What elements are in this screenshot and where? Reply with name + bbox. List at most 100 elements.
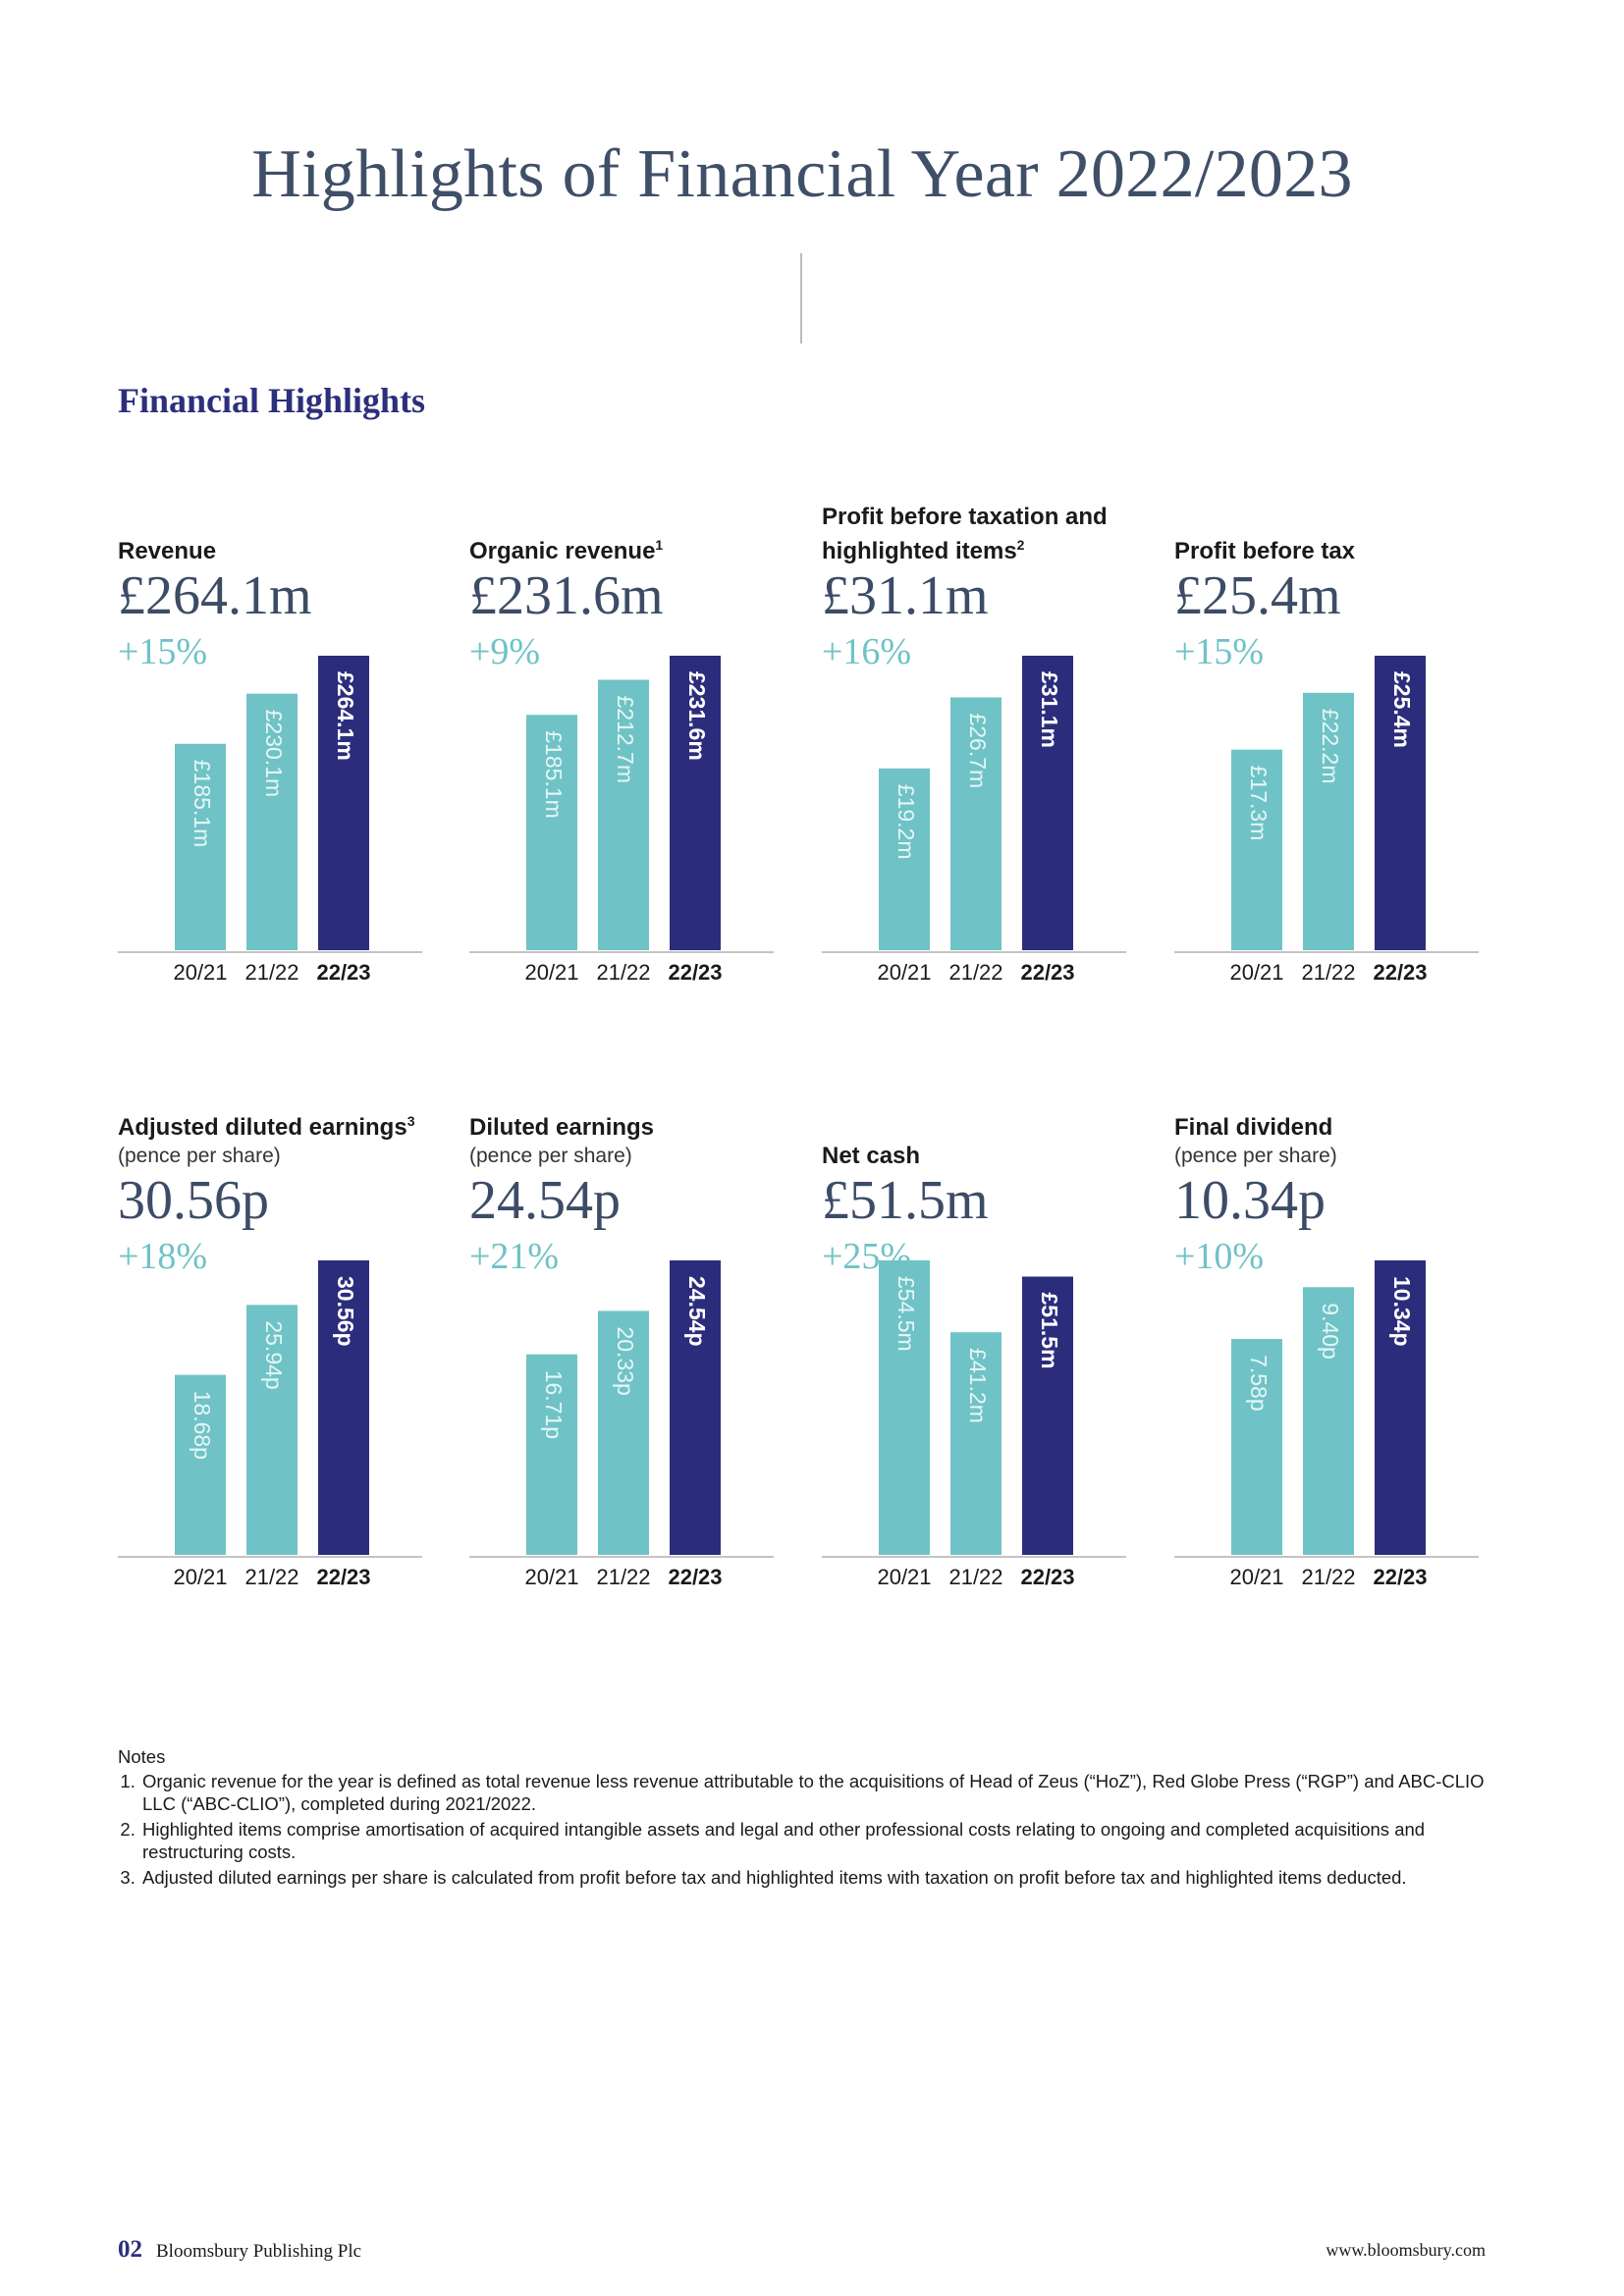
kpi-title: Profit before taxation and highlighted i… (822, 504, 1108, 564)
kpi-subtitle: (pence per share) (1174, 1145, 1337, 1167)
x-tick-label: 20/21 (524, 960, 578, 985)
bar-value-label: 25.94p (261, 1320, 287, 1389)
bar-value-label: £17.3m (1246, 766, 1272, 841)
x-tick-label: 20/21 (173, 960, 227, 985)
bar-chart: £185.1m 20/21 £230.1m 21/22 £264.1m 22/23 (118, 656, 422, 985)
kpi-subtitle: (pence per share) (469, 1145, 632, 1167)
kpi-title: Diluted earnings (469, 1114, 655, 1141)
bar-value-label: £51.5m (1037, 1293, 1062, 1369)
bar-20-21 (879, 768, 930, 950)
kpi-growth: +15% (118, 631, 208, 672)
footer-left: 02 Bloomsbury Publishing Plc (118, 2236, 361, 2264)
bar-21-22 (598, 679, 649, 950)
kpi-title: Adjusted diluted earnings (118, 1114, 407, 1141)
kpi-panel: Final dividend (pence per share) 10.34p +10… (1174, 1007, 1508, 1596)
kpi-panel: Net cash £51.5m +25% £54.5m 20/21 £41.2m 21/22… (822, 1007, 1156, 1596)
note-item: Highlighted items comprise amortisation … (140, 1818, 1492, 1863)
bar-20-21 (879, 1260, 930, 1555)
x-tick-label: 20/21 (524, 1565, 578, 1589)
kpi-headline-value: £31.1m (822, 565, 989, 626)
bar-value-label: £19.2m (893, 784, 919, 860)
x-tick-label: 21/22 (948, 960, 1002, 985)
kpi-growth: +16% (822, 631, 912, 672)
kpi-label: Adjusted diluted earnings3 (pence per sha… (118, 1107, 415, 1170)
bar-20-21 (1231, 749, 1282, 950)
bar-value-label: 24.54p (684, 1276, 710, 1347)
x-tick-label: 20/21 (173, 1565, 227, 1589)
x-tick-label: 21/22 (596, 1565, 650, 1589)
kpi-title: Profit before tax (1174, 538, 1356, 564)
x-tick-label: 22/23 (668, 1565, 722, 1589)
bar-value-label: 7.58p (1246, 1355, 1272, 1412)
kpi-growth: +18% (118, 1236, 208, 1277)
bar-chart: £17.3m 20/21 £22.2m 21/22 £25.4m 22/23 (1174, 656, 1479, 985)
bar-value-label: 9.40p (1318, 1303, 1343, 1360)
bar-21-22 (1303, 1287, 1354, 1555)
bar-value-label: £230.1m (261, 710, 287, 798)
x-tick-label: 21/22 (1301, 1565, 1355, 1589)
bar-20-21 (526, 715, 577, 950)
kpi-title: Final dividend (1174, 1114, 1333, 1141)
x-tick-label: 21/22 (1301, 960, 1355, 985)
x-tick-label: 22/23 (1020, 960, 1074, 985)
bar-chart: 18.68p 20/21 25.94p 21/22 30.56p 22/23 (118, 1260, 422, 1589)
bar-21-22 (246, 693, 298, 950)
kpi-headline-value: 24.54p (469, 1170, 621, 1231)
bar-22-23 (318, 656, 369, 950)
kpi-headline-value: £25.4m (1174, 565, 1341, 626)
footer-url[interactable]: www.bloomsbury.com (1326, 2240, 1486, 2260)
bar-value-label: £264.1m (333, 671, 358, 761)
bar-chart: £54.5m 20/21 £41.2m 21/22 £51.5m 22/23 (822, 1260, 1126, 1589)
bar-22-23 (318, 1260, 369, 1555)
page-title: Highlights of Financial Year 2022/2023 (251, 136, 1353, 212)
kpi-title: Organic revenue (469, 538, 656, 564)
kpi-panel: Profit before taxation and highlighted i… (822, 402, 1156, 991)
x-tick-label: 22/23 (1373, 1565, 1427, 1589)
kpi-label: Final dividend (pence per share) (1174, 1113, 1337, 1170)
kpi-headline-value: 10.34p (1174, 1170, 1326, 1231)
page-number: 02 (118, 2236, 142, 2263)
kpi-growth: +15% (1174, 631, 1265, 672)
kpi-label: Diluted earnings (pence per share) (469, 1113, 654, 1170)
kpi-panel: Organic revenue1 £231.6m +9% £185.1m 20/21 £2… (469, 402, 803, 991)
kpi-title: Revenue (118, 538, 217, 564)
kpi-panel: Profit before tax £25.4m +15% £17.3m 20/21 £2… (1174, 402, 1508, 991)
bar-value-label: £54.5m (893, 1276, 919, 1352)
x-tick-label: 20/21 (877, 1565, 931, 1589)
kpi-label: Revenue (118, 537, 216, 565)
bar-22-23 (1375, 1260, 1426, 1555)
x-tick-label: 21/22 (948, 1565, 1002, 1589)
bar-value-label: £212.7m (613, 695, 638, 783)
kpi-growth: +10% (1174, 1236, 1265, 1277)
bar-chart: 16.71p 20/21 20.33p 21/22 24.54p 22/23 (469, 1260, 774, 1589)
x-tick-label: 21/22 (244, 1565, 298, 1589)
bar-value-label: 18.68p (189, 1391, 215, 1460)
x-tick-label: 22/23 (316, 960, 370, 985)
bar-value-label: £231.6m (684, 671, 710, 761)
bar-20-21 (526, 1354, 577, 1555)
kpi-panel: Diluted earnings (pence per share) 24.54p +… (469, 1007, 803, 1596)
bar-chart: £185.1m 20/21 £212.7m 21/22 £231.6m 22/23 (469, 656, 774, 985)
footnote-ref: 1 (655, 537, 664, 553)
bar-21-22 (598, 1310, 649, 1555)
footnote-ref: 3 (406, 1113, 415, 1129)
kpi-panel: Adjusted diluted earnings3 (pence per sha… (118, 1007, 452, 1596)
bar-22-23 (1022, 656, 1073, 950)
bar-value-label: £26.7m (965, 713, 991, 788)
kpi-title: Net cash (822, 1143, 921, 1169)
kpi-headline-value: £264.1m (118, 565, 312, 626)
bar-22-23 (1375, 656, 1426, 950)
notes-list: Organic revenue for the year is defined … (118, 1770, 1492, 1889)
bar-22-23 (670, 656, 721, 950)
kpi-label: Net cash (822, 1142, 920, 1170)
x-tick-label: 22/23 (1020, 1565, 1074, 1589)
bar-20-21 (175, 743, 226, 950)
bar-21-22 (950, 1332, 1001, 1555)
bar-21-22 (950, 697, 1001, 950)
kpi-panel: Revenue £264.1m +15% £185.1m 20/21 £230.1m 21/… (118, 402, 452, 991)
bar-22-23 (670, 1260, 721, 1555)
kpi-subtitle: (pence per share) (118, 1145, 281, 1167)
bar-value-label: £31.1m (1037, 671, 1062, 748)
bar-21-22 (1303, 692, 1354, 950)
kpi-growth: +9% (469, 631, 541, 672)
